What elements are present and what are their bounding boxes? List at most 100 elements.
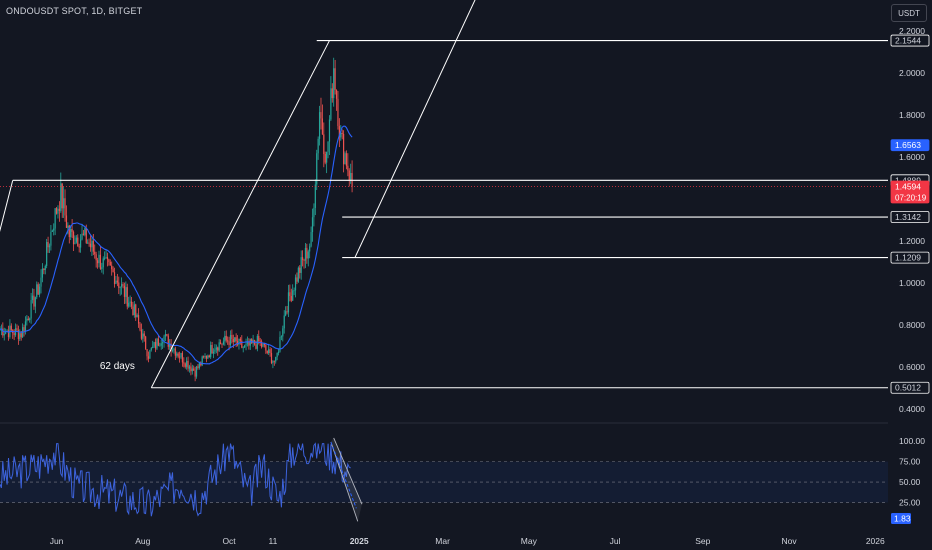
- candle-body: [344, 153, 346, 165]
- time-tick-label: Jul: [610, 536, 621, 546]
- time-tick-label: 11: [268, 536, 277, 546]
- candle-body: [280, 336, 282, 338]
- candle-body: [125, 287, 127, 297]
- candle-body: [195, 366, 198, 377]
- candle-body: [268, 349, 270, 354]
- rsi-pane[interactable]: [0, 437, 888, 522]
- candle-body: [104, 257, 106, 259]
- candle-body: [303, 259, 305, 261]
- price-tick-label: 0.4000: [899, 404, 925, 414]
- candle-body: [338, 126, 340, 138]
- candle-body: [314, 184, 316, 208]
- candle-body: [91, 240, 93, 248]
- rsi-tick-label: 25.00: [899, 498, 921, 508]
- candle-body: [277, 351, 280, 354]
- candle-body: [214, 349, 216, 352]
- candle-body: [266, 350, 268, 354]
- candle-body: [236, 341, 239, 345]
- candle-body: [191, 368, 193, 372]
- price-pane[interactable]: 62 days: [0, 0, 888, 424]
- candle-body: [57, 208, 59, 214]
- candle-body: [283, 315, 285, 329]
- price-label-ma: 1.6563: [895, 140, 921, 150]
- candle-body: [244, 345, 246, 348]
- candle-body: [108, 259, 110, 262]
- rsi-trend-channel-line[interactable]: [333, 437, 363, 505]
- candle-body: [290, 296, 292, 301]
- candle-body: [345, 153, 348, 166]
- candle-body: [122, 284, 124, 286]
- price-tick-label: 0.6000: [899, 362, 925, 372]
- candle-body: [147, 356, 150, 359]
- candle-body: [123, 285, 126, 297]
- candle-body: [170, 343, 172, 352]
- candle-body: [146, 349, 148, 357]
- candle-body: [293, 290, 295, 292]
- candle-body: [74, 242, 76, 245]
- price-tick-label: 1.8000: [899, 110, 925, 120]
- candle-body: [136, 315, 138, 318]
- candle-body: [43, 268, 45, 271]
- candle-body: [130, 301, 133, 307]
- candle-body: [242, 347, 244, 349]
- candle-body: [68, 225, 70, 237]
- candle-body: [159, 345, 161, 347]
- candle-body: [166, 334, 168, 336]
- candle-body: [72, 231, 75, 245]
- candle-body: [163, 336, 165, 343]
- candle-body: [272, 360, 274, 364]
- rsi-trend-channel-fill: [330, 437, 362, 522]
- candle-body: [232, 339, 234, 343]
- candle-body: [193, 368, 195, 371]
- candle-body: [143, 333, 145, 337]
- candle-body: [260, 341, 263, 347]
- time-axis[interactable]: Jun Aug Oct 11 2025 Mar May Jul Sep Nov 2026: [50, 536, 885, 546]
- candle-body: [204, 355, 206, 357]
- price-label-box: [890, 211, 930, 223]
- candle-body: [198, 362, 200, 368]
- candle-body: [241, 340, 243, 348]
- candle-body: [228, 341, 230, 345]
- candle-body: [321, 118, 323, 135]
- currency-button[interactable]: USDT: [891, 4, 927, 22]
- candle-body: [65, 215, 68, 228]
- candle-body: [316, 153, 318, 185]
- candle-body: [54, 208, 56, 229]
- candle-body: [40, 277, 42, 287]
- rsi-trend-channel-line[interactable]: [330, 441, 359, 522]
- candle-body: [300, 257, 302, 273]
- candle-body: [109, 261, 111, 266]
- annotation-62-days: 62 days: [100, 361, 135, 372]
- candle-body: [287, 292, 290, 313]
- price-label-last: 1.4594: [895, 182, 921, 192]
- trend-line[interactable]: [150, 40, 330, 388]
- price-axis[interactable]: 2.20002.00001.80001.60001.40001.20001.00…: [890, 26, 930, 524]
- candle-body: [27, 318, 29, 321]
- candle-body: [273, 360, 275, 362]
- candle-body: [340, 132, 342, 138]
- candle-body: [178, 356, 181, 358]
- candle-body: [7, 330, 10, 338]
- trend-line[interactable]: [354, 0, 549, 258]
- candle-body: [135, 304, 137, 318]
- candle-body: [162, 342, 164, 344]
- candle-body: [183, 362, 185, 364]
- candle-body: [111, 265, 113, 270]
- candle-body: [20, 333, 22, 338]
- candle-body: [6, 330, 8, 332]
- rsi-tick-label: 50.00: [899, 477, 921, 487]
- trend-line[interactable]: [0, 180, 14, 241]
- candle-body: [164, 334, 167, 337]
- candle-body: [17, 330, 19, 339]
- candle-body: [184, 363, 186, 367]
- candle-body: [207, 355, 209, 359]
- candle-body: [145, 336, 147, 350]
- candle-body: [61, 183, 63, 209]
- candle-body: [276, 353, 278, 358]
- candle-body: [31, 295, 34, 301]
- candle-body: [64, 198, 66, 216]
- candle-body: [294, 277, 297, 291]
- candle-body: [190, 366, 192, 372]
- rsi-dashed-trend: [330, 441, 357, 509]
